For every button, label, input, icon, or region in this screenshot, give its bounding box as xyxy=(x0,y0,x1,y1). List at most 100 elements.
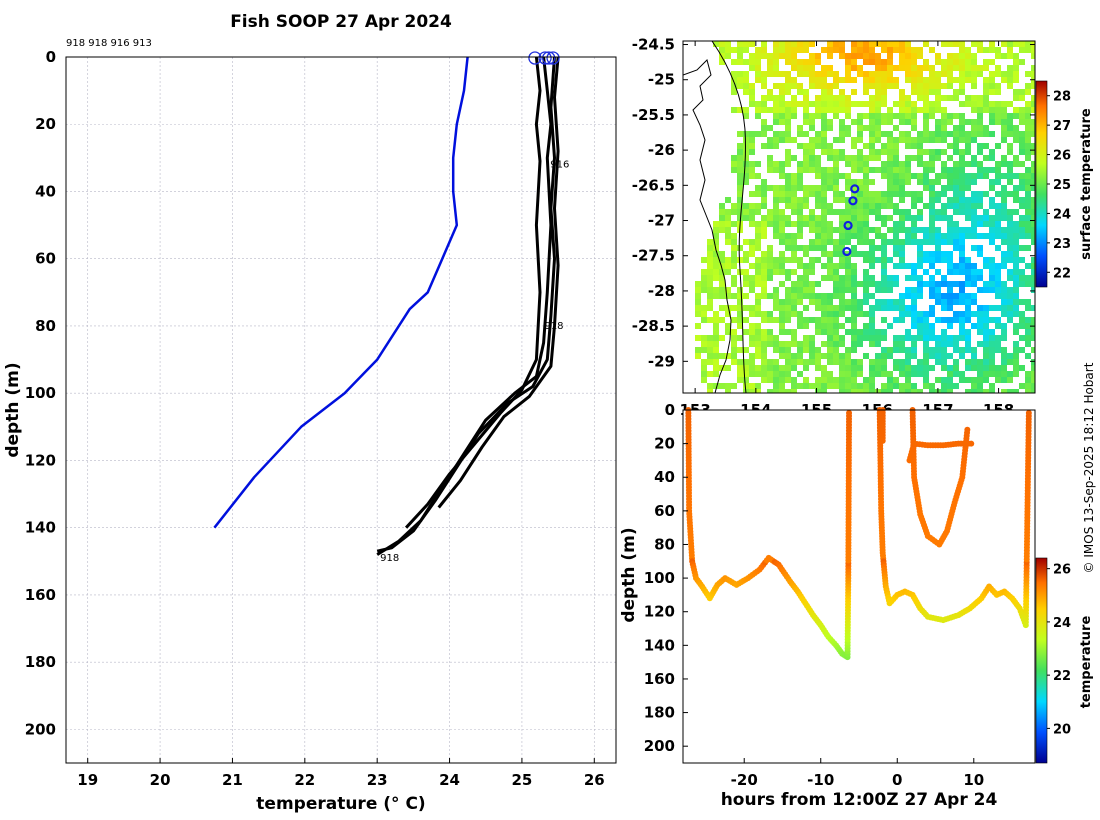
map-sst-cell xyxy=(869,377,875,383)
map-sst-cell xyxy=(1001,227,1007,233)
map-sst-cell xyxy=(749,173,755,179)
map-sst-cell xyxy=(821,143,827,149)
map-sst-cell xyxy=(911,335,917,341)
map-sst-cell xyxy=(887,131,893,137)
map-sst-cell xyxy=(785,353,791,359)
map-sst-cell xyxy=(881,203,887,209)
map-sst-cell xyxy=(935,233,941,239)
map-sst-cell xyxy=(851,101,857,107)
sst-map: -24.5-25-25.5-26-26.5-27-27.5-28-28.5-29… xyxy=(632,36,1094,419)
map-sst-cell xyxy=(1013,209,1019,215)
map-sst-cell xyxy=(797,71,803,77)
map-sst-cell xyxy=(773,209,779,215)
map-sst-cell xyxy=(725,293,731,299)
map-sst-cell xyxy=(743,41,749,47)
map-sst-cell xyxy=(827,317,833,323)
map-sst-cell xyxy=(929,185,935,191)
map-sst-cell xyxy=(929,179,935,185)
map-sst-cell xyxy=(695,347,701,353)
map-sst-cell xyxy=(869,131,875,137)
map-sst-cell xyxy=(881,167,887,173)
map-sst-cell xyxy=(995,227,1001,233)
map-sst-cell xyxy=(917,275,923,281)
map-sst-cell xyxy=(821,293,827,299)
map-sst-cell xyxy=(797,143,803,149)
map-sst-cell xyxy=(773,215,779,221)
map-sst-cell xyxy=(707,353,713,359)
profile-ticks: 19 20 21 22 23 24 25 26020406080100120140160180… xyxy=(25,48,605,789)
time-depth-ytick-label: 80 xyxy=(654,535,675,553)
map-sst-cell xyxy=(731,359,737,365)
map-sst-cell xyxy=(971,77,977,83)
map-sst-cell xyxy=(725,227,731,233)
map-sst-cell xyxy=(923,161,929,167)
map-sst-cell xyxy=(785,125,791,131)
map-sst-cell xyxy=(1019,323,1025,329)
map-sst-cell xyxy=(743,371,749,377)
map-sst-cell xyxy=(863,113,869,119)
map-sst-cell xyxy=(881,305,887,311)
map-sst-cell xyxy=(929,209,935,215)
map-sst-cell xyxy=(743,77,749,83)
map-sst-cell xyxy=(797,185,803,191)
map-sst-cell xyxy=(791,389,797,393)
map-sst-cell xyxy=(977,203,983,209)
map-sst-cell xyxy=(761,83,767,89)
map-sst-cell xyxy=(827,65,833,71)
map-sst-cell xyxy=(839,149,845,155)
map-sst-cell xyxy=(797,161,803,167)
time-depth-xtick-label: 0 xyxy=(892,771,902,789)
map-sst-cell xyxy=(851,359,857,365)
map-sst-cell xyxy=(725,311,731,317)
map-sst-cell xyxy=(803,377,809,383)
map-sst-cell xyxy=(773,113,779,119)
map-sst-cell xyxy=(1013,221,1019,227)
map-sst-cell xyxy=(1031,179,1035,185)
map-sst-cell xyxy=(749,53,755,59)
map-sst-cell xyxy=(953,149,959,155)
map-sst-cell xyxy=(707,341,713,347)
map-sst-cell xyxy=(929,329,935,335)
map-sst-cell xyxy=(743,359,749,365)
map-sst-cell xyxy=(773,341,779,347)
map-sst-cell xyxy=(761,281,767,287)
map-sst-cell xyxy=(869,203,875,209)
map-sst-cell xyxy=(827,263,833,269)
map-sst-cell xyxy=(965,365,971,371)
map-sst-cell xyxy=(1025,179,1031,185)
map-sst-cell xyxy=(845,257,851,263)
map-sst-cell xyxy=(1001,113,1007,119)
map-sst-cell xyxy=(959,239,965,245)
map-sst-cell xyxy=(893,335,899,341)
map-sst-cell xyxy=(713,335,719,341)
profile-xtick-label: 20 xyxy=(150,771,171,789)
map-sst-cell xyxy=(785,221,791,227)
map-sst-cell xyxy=(905,131,911,137)
map-sst-cell xyxy=(923,89,929,95)
map-sst-cell xyxy=(959,329,965,335)
map-sst-cell xyxy=(761,341,767,347)
map-sst-cell xyxy=(905,119,911,125)
map-sst-cell xyxy=(887,371,893,377)
map-sst-cell xyxy=(875,197,881,203)
map-sst-cell xyxy=(1013,353,1019,359)
map-sst-cell xyxy=(713,347,719,353)
map-sst-cell xyxy=(761,257,767,263)
map-sst-cell xyxy=(893,41,899,47)
map-sst-cell xyxy=(977,101,983,107)
map-sst-cell xyxy=(953,371,959,377)
map-sst-cell xyxy=(953,233,959,239)
map-sst-cell xyxy=(731,245,737,251)
map-sst-cell xyxy=(1007,311,1013,317)
map-sst-cell xyxy=(767,269,773,275)
map-sst-cell xyxy=(881,257,887,263)
map-sst-cell xyxy=(1019,149,1025,155)
map-sst-cell xyxy=(989,275,995,281)
map-sst-cell xyxy=(815,329,821,335)
map-sst-cell xyxy=(941,347,947,353)
map-sst-cell xyxy=(761,119,767,125)
map-sst-cell xyxy=(905,59,911,65)
map-sst-cell xyxy=(1007,299,1013,305)
time-depth-colorbar xyxy=(1035,557,1048,764)
